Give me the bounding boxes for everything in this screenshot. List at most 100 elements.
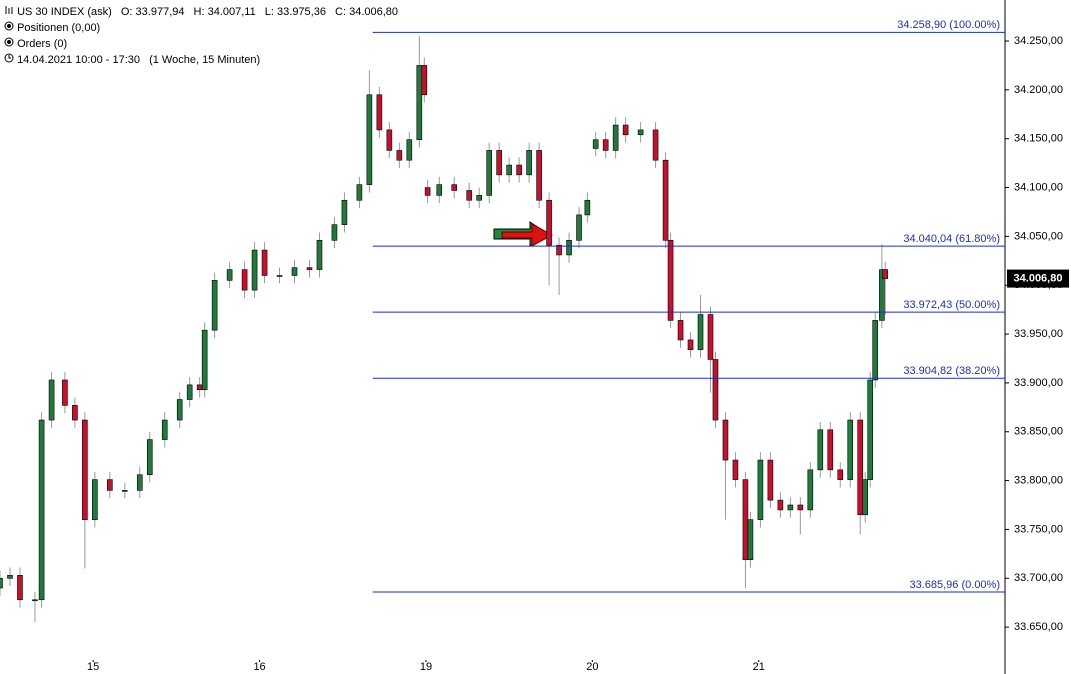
candle-body [536,150,542,201]
candle-body [17,575,23,601]
candle-body [251,249,258,291]
y-tick-label: 34.250,00 [1014,35,1063,47]
candle-body [707,314,714,360]
candle-body [366,94,373,185]
header: US 30 INDEX (ask) O: 33.977,94 H: 34.007… [4,4,404,68]
candle-body [526,150,532,176]
y-tick-label: 33.650,00 [1014,621,1063,633]
last-price-box [1007,269,1069,288]
candle-body [602,139,609,151]
candle-body [584,199,591,216]
candle-body [476,195,483,201]
candle-body [136,474,143,491]
candle-body [7,575,13,579]
fib-label: 34.258,90 (100.00%) [897,19,1000,31]
fib-label: 33.904,82 (38.20%) [903,365,1000,377]
candle-body [261,249,268,276]
candle-body [201,329,208,391]
candle-body [797,504,804,511]
orders-line[interactable]: Orders (0) [4,36,404,52]
y-tick-label: 33.900,00 [1014,377,1063,389]
y-tick-label: 33.750,00 [1014,523,1063,535]
candle-body [196,384,203,391]
candle-body [677,320,684,341]
y-tick-label: 33.950,00 [1014,328,1063,340]
candle-body [386,129,393,151]
instrument-line: US 30 INDEX (ask) O: 33.977,94 H: 34.007… [4,4,404,20]
candle-body [121,490,128,492]
candle-body [807,469,814,511]
x-tick-label: 20 [586,661,598,673]
candle-body [92,479,98,520]
candle-body [732,459,739,480]
candle-body [466,190,473,201]
y-tick-label: 34.150,00 [1014,133,1063,145]
candle-body [211,280,218,331]
candle-body [546,199,552,246]
candle-body [757,459,764,520]
candle-body [72,405,78,421]
candle-body [612,124,619,151]
candle-body [667,239,674,321]
candle-body [356,184,363,201]
candle-body [82,419,88,520]
candle-body [176,399,183,421]
candle-body [62,379,68,406]
ohlc-label: C: 34.006,80 [335,6,399,18]
candle-body [496,150,502,176]
icon [5,6,13,14]
candle-body [652,129,659,161]
ohlc-label: L: 33.975,36 [264,6,326,18]
candle-body [406,139,413,161]
icon [4,53,14,63]
period: (1 Woche, 15 Minuten) [149,54,261,66]
orders: Orders (0) [17,38,68,50]
candle-body [107,479,113,491]
candle-body [186,384,193,400]
candle-body [862,479,869,516]
candle-body [424,187,431,196]
y-tick-label: 33.850,00 [1014,426,1063,438]
candle-body [376,94,383,131]
candle-body [777,499,784,511]
candle-body [451,184,458,191]
y-tick-label: 34.200,00 [1014,84,1063,96]
candle-body [226,269,233,281]
candle-body [637,129,644,136]
y-tick-label: 33.800,00 [1014,474,1063,486]
fib-label: 33.972,43 (50.00%) [903,299,1000,311]
x-tick-label: 15 [87,661,99,673]
candle-body [306,267,313,270]
candle-body [421,65,428,96]
candle-body [486,150,492,196]
fib-label: 34.040,04 (61.80%) [903,233,1000,245]
candle-body [872,320,879,381]
candle-body [697,314,704,350]
candle-body [787,504,794,511]
candle-body [291,267,298,276]
candle-body [556,244,562,256]
y-tick-label: 34.050,00 [1014,230,1063,242]
candle-body [722,419,729,461]
last-price-label: 34.006,80 [1014,272,1063,284]
instrument: US 30 INDEX (ask) [17,6,112,18]
candle-body [146,439,153,476]
candle-body [712,359,719,421]
session-line: 14.04.2021 10:00 - 17:30 (1 Woche, 15 Mi… [4,52,404,68]
candle-body [38,419,45,601]
candle-body [416,65,423,140]
ohlc-label: O: 33.977,94 [120,6,185,18]
candle-body [0,577,3,589]
candle-body [747,519,754,561]
y-tick-label: 34.100,00 [1014,181,1063,193]
signal-arrow [493,221,554,247]
candle-body [396,150,403,161]
candle-body [879,269,885,321]
candle-body [827,429,834,471]
fib-label: 33.685,96 (0.00%) [909,579,1000,591]
candle-body [817,429,824,471]
positions-line[interactable]: Positionen (0,00) [4,20,404,36]
candle-body [662,159,669,241]
